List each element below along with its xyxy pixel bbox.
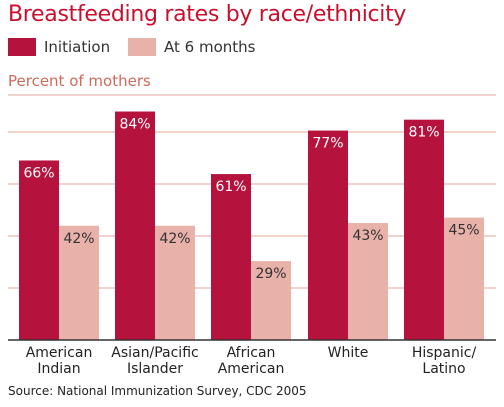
data-label: 81% [408, 125, 439, 141]
source-note: Source: National Immunization Survey, CD… [8, 384, 307, 398]
bar-at-6-months [444, 217, 484, 340]
category-label: American [218, 361, 285, 377]
category-label: Asian/Pacific [111, 345, 198, 361]
category-label: Islander [127, 361, 183, 377]
legend-label-initiation: Initiation [44, 38, 111, 56]
legend-swatch-initiation [8, 38, 36, 56]
y-axis-label: Percent of mothers [8, 72, 151, 90]
category-label: Latino [422, 361, 465, 377]
chart-title: Breastfeeding rates by race/ethnicity [8, 2, 407, 27]
data-label: 61% [215, 179, 246, 195]
bar-at-6-months [59, 225, 99, 340]
category-label: African [227, 345, 276, 361]
bar-initiation [404, 119, 444, 341]
bar-initiation [115, 111, 155, 341]
data-label: 84% [119, 117, 150, 133]
data-label: 29% [255, 266, 286, 282]
data-label: 66% [23, 165, 54, 181]
bar-at-6-months [348, 223, 388, 340]
legend-swatch-at-6-months [128, 38, 156, 56]
data-label: 43% [352, 228, 383, 244]
legend-label-at-6-months: At 6 months [164, 38, 256, 56]
data-label: 42% [159, 231, 190, 247]
category-label: Hispanic/ [412, 345, 477, 361]
bar-at-6-months [155, 225, 195, 340]
data-label: 77% [312, 136, 343, 152]
bar-initiation [211, 174, 251, 340]
category-label: Indian [37, 361, 80, 377]
bar-initiation [308, 130, 348, 340]
data-label: 45% [448, 223, 479, 239]
category-label: White [328, 345, 369, 361]
category-label: American [26, 345, 93, 361]
bar-at-6-months [251, 261, 291, 340]
data-label: 42% [63, 231, 94, 247]
bar-initiation [19, 160, 59, 340]
